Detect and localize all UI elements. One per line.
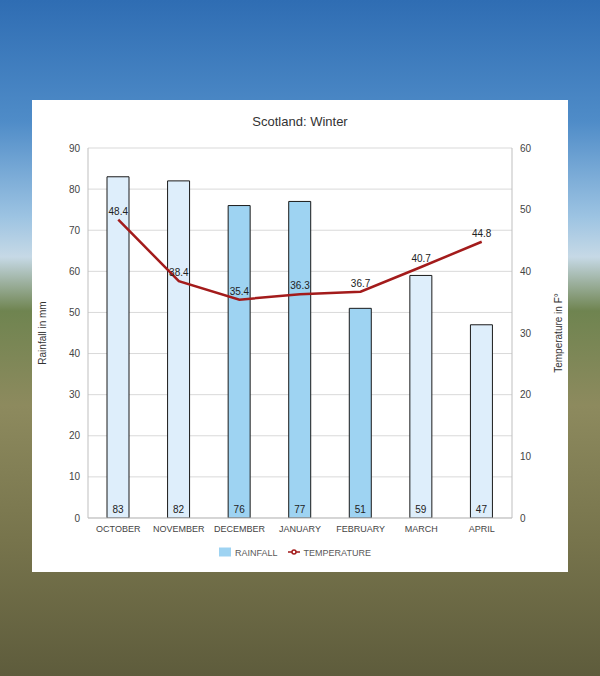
- svg-text:35.4: 35.4: [230, 286, 250, 297]
- svg-text:20: 20: [69, 430, 81, 441]
- svg-text:60: 60: [520, 143, 532, 154]
- svg-text:36.3: 36.3: [290, 280, 310, 291]
- svg-text:30: 30: [520, 328, 532, 339]
- svg-text:Temperature in F°: Temperature in F°: [553, 293, 564, 373]
- svg-text:38.4: 38.4: [169, 267, 189, 278]
- svg-text:10: 10: [69, 471, 81, 482]
- svg-text:10: 10: [520, 451, 532, 462]
- svg-text:OCTOBER: OCTOBER: [96, 524, 141, 534]
- svg-text:44.8: 44.8: [472, 228, 492, 239]
- svg-text:40.7: 40.7: [411, 253, 431, 264]
- svg-text:Rainfall in mm: Rainfall in mm: [37, 301, 48, 364]
- svg-text:40: 40: [520, 266, 532, 277]
- html-text:TEMPERATURE: TEMPERATURE: [303, 548, 371, 558]
- svg-text:80: 80: [69, 184, 81, 195]
- svg-text:30: 30: [69, 389, 81, 400]
- svg-text:20: 20: [520, 389, 532, 400]
- svg-text:50: 50: [69, 307, 81, 318]
- html-text:Scotland: Winter: Scotland: Winter: [252, 114, 348, 129]
- svg-text:50: 50: [520, 204, 532, 215]
- svg-text:60: 60: [69, 266, 81, 277]
- html-text:RAINFALL: RAINFALL: [235, 548, 278, 558]
- svg-text:48.4: 48.4: [109, 206, 129, 217]
- svg-text:70: 70: [69, 225, 81, 236]
- svg-text:0: 0: [520, 513, 526, 524]
- svg-text:90: 90: [69, 143, 81, 154]
- svg-text:59: 59: [415, 504, 427, 515]
- svg-text:MARCH: MARCH: [405, 524, 438, 534]
- svg-text:51: 51: [355, 504, 367, 515]
- svg-text:47: 47: [476, 504, 488, 515]
- svg-text:DECEMBER: DECEMBER: [214, 524, 266, 534]
- svg-text:0: 0: [74, 513, 80, 524]
- svg-text:JANUARY: JANUARY: [279, 524, 321, 534]
- svg-text:76: 76: [234, 504, 246, 515]
- svg-text:82: 82: [173, 504, 185, 515]
- svg-text:40: 40: [69, 348, 81, 359]
- svg-text:FEBRUARY: FEBRUARY: [336, 524, 385, 534]
- svg-text:36.7: 36.7: [351, 278, 371, 289]
- svg-text:APRIL: APRIL: [469, 524, 495, 534]
- svg-text:NOVEMBER: NOVEMBER: [153, 524, 205, 534]
- svg-text:77: 77: [294, 504, 306, 515]
- svg-text:83: 83: [112, 504, 124, 515]
